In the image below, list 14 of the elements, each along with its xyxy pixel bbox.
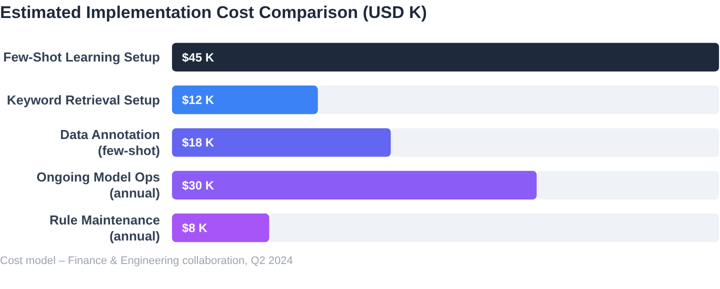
y-tick-label: Rule Maintenance (annual) <box>49 212 160 244</box>
y-tick-label: Keyword Retrieval Setup <box>6 92 160 108</box>
text: Cost model – Finance & Engineering collaboration, Q2 2024 <box>0 255 293 267</box>
data-label: $12 K <box>182 93 214 108</box>
bar <box>172 214 270 242</box>
data-label: $18 K <box>182 136 214 150</box>
y-tick-label: Few-Shot Learning Setup <box>3 50 160 65</box>
data-label: $30 K <box>182 178 214 192</box>
y-tick-label: Data Annotation (few-shot) <box>60 127 160 158</box>
y-tick-label: Ongoing Model Ops (annual) <box>36 170 160 201</box>
data-label: $8 K <box>182 221 208 236</box>
chart-title: Estimated Implementation Cost Comparison (USD K) <box>0 3 427 22</box>
data-label: $45 K <box>182 50 214 64</box>
bar <box>172 42 719 72</box>
